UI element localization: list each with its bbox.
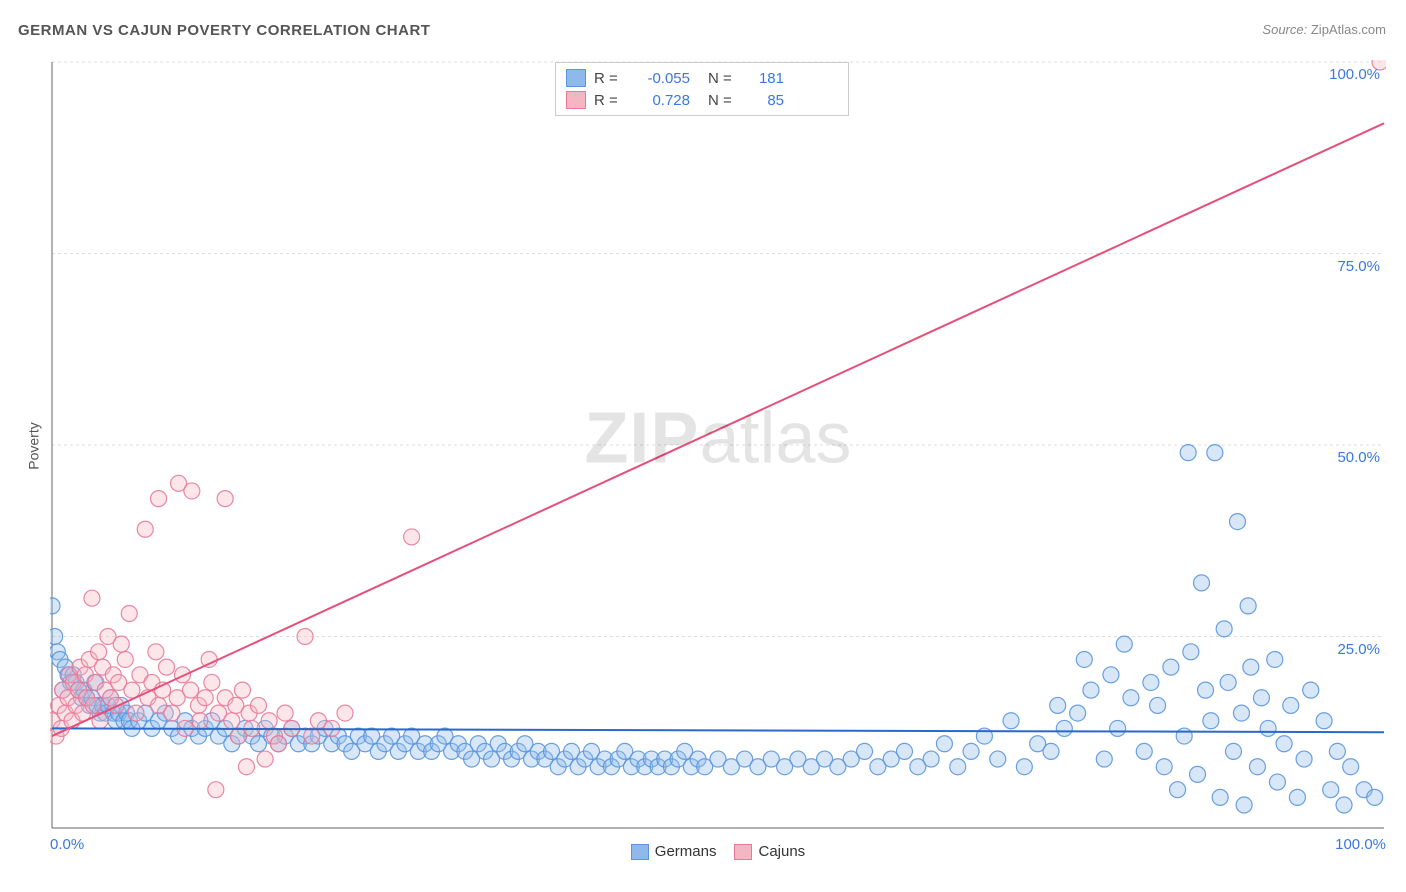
y-axis-label: Poverty [26, 422, 42, 469]
legend-series-label: Cajuns [758, 843, 805, 860]
source-value: ZipAtlas.com [1311, 22, 1386, 37]
legend-swatch [566, 69, 586, 87]
legend-r-label: R = [594, 92, 622, 109]
y-tick-label: 100.0% [1329, 66, 1380, 83]
plot-area: ZIPatlas R =-0.055N =181R =0.728N =85 Ge… [50, 60, 1386, 830]
legend-swatch [631, 844, 649, 860]
legend-r-value: 0.728 [630, 92, 690, 109]
legend-series: Germans Cajuns [50, 843, 1386, 860]
y-tick-label: 50.0% [1337, 449, 1380, 466]
legend-stats-box: R = -0.055 N = 181 R = 0.728 N = 85 [555, 62, 849, 116]
legend-stat-row: R = 0.728 N = 85 [566, 89, 838, 111]
legend-n-value: 181 [744, 70, 784, 87]
legend-swatch [566, 91, 586, 109]
legend-series-item: Germans [631, 843, 717, 860]
source-label: Source: [1262, 22, 1307, 37]
legend-r-label: R = [594, 70, 622, 87]
legend-swatch [734, 844, 752, 860]
legend-series-item: Cajuns [734, 843, 805, 860]
y-tick-label: 75.0% [1337, 258, 1380, 275]
legend-series-label: Germans [655, 843, 717, 860]
source-attribution: Source: ZipAtlas.com [1262, 22, 1386, 37]
x-tick-min: 0.0% [50, 836, 84, 853]
legend-r-value: -0.055 [630, 70, 690, 87]
legend-n-value: 85 [744, 92, 784, 109]
x-tick-max: 100.0% [1335, 836, 1386, 853]
legend-n-label: N = [708, 70, 736, 87]
chart-svg [50, 60, 1386, 830]
legend-stat-row: R = -0.055 N = 181 [566, 67, 838, 89]
y-tick-label: 25.0% [1337, 641, 1380, 658]
chart-container: GERMAN VS CAJUN POVERTY CORRELATION CHAR… [0, 0, 1406, 892]
legend-n-label: N = [708, 92, 736, 109]
chart-title: GERMAN VS CAJUN POVERTY CORRELATION CHAR… [18, 22, 430, 39]
